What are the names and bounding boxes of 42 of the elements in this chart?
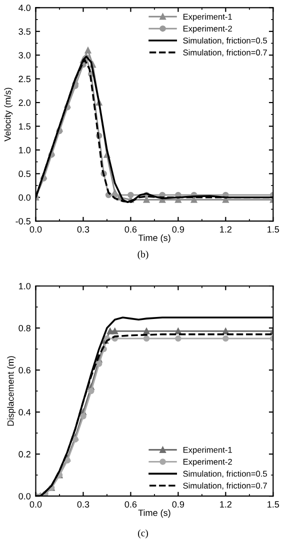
legend-label: Simulation, friction=0.5 xyxy=(183,37,267,45)
y-tick-label: 2.5 xyxy=(18,76,31,82)
text: (c) xyxy=(138,530,148,538)
y-tick-label: 3.5 xyxy=(18,28,31,35)
legend-label: Experiment-2 xyxy=(183,25,232,34)
y-tick-label: 2.0 xyxy=(18,100,31,106)
x-tick-label: 0.9 xyxy=(172,226,184,233)
legend-label: Simulation, friction=0.7 xyxy=(183,482,267,490)
x-tick-label: 1.2 xyxy=(220,501,232,508)
x-tick-label: 1.2 xyxy=(220,226,232,233)
y-tick-label: 0.5 xyxy=(18,170,31,178)
legend-label: Experiment-1 xyxy=(183,14,232,22)
y-tick-label: 1.0 xyxy=(19,146,31,154)
legend-label: Simulation, friction=0.7 xyxy=(183,49,267,56)
y-tick-label: 0.8 xyxy=(18,324,30,332)
x-tick-label: 0.6 xyxy=(124,501,137,508)
legend-label: Experiment-2 xyxy=(183,458,232,466)
y-tick-label: 0.2 xyxy=(18,451,30,458)
y-tick-label: 0.0 xyxy=(18,493,31,500)
x-tick-label: 0.3 xyxy=(77,501,90,508)
x-tick-label: 0.3 xyxy=(77,226,90,233)
y-axis-title: Displacement (m) xyxy=(7,356,16,426)
text: (b) xyxy=(138,250,148,260)
y-tick-label: 4.0 xyxy=(18,4,31,12)
x-tick-label: 1.5 xyxy=(268,501,280,508)
legend-label: Simulation, friction=0.5 xyxy=(183,470,267,478)
y-tick-label: 0.4 xyxy=(18,409,31,416)
x-tick-label: 0.6 xyxy=(124,226,137,233)
y-tick-label: 0.6 xyxy=(18,367,30,374)
y-tick-label: 1.0 xyxy=(19,282,31,290)
y-tick-label: -0.5 xyxy=(16,218,31,224)
x-tick-label: 0.0 xyxy=(30,501,42,508)
legend-label: Experiment-1 xyxy=(183,446,232,454)
y-tick-label: 3.0 xyxy=(18,52,31,58)
x-tick-label: 0.9 xyxy=(172,501,184,508)
y-tick-label: 0.0 xyxy=(18,194,31,201)
y-tick-label: 1.5 xyxy=(19,123,31,130)
x-tick-label: 1.5 xyxy=(268,226,280,233)
x-axis-title: Time (s) xyxy=(138,509,170,518)
x-tick-label: 0.0 xyxy=(30,226,42,233)
y-axis-title: Velocity (m/s) xyxy=(4,88,13,142)
x-axis-title: Time (s) xyxy=(138,234,170,243)
